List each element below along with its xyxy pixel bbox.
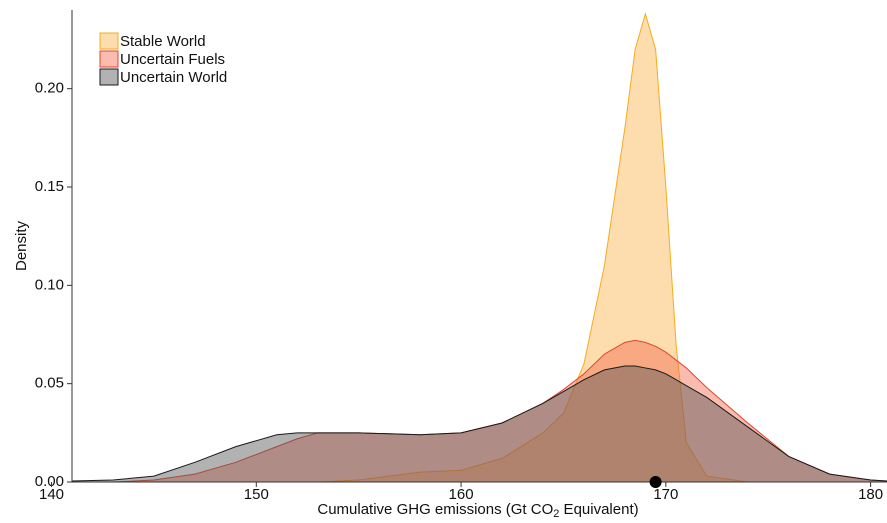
y-tick-label: 0.00 [35,473,64,490]
y-tick-label: 0.20 [35,80,64,97]
y-tick-label: 0.15 [35,178,64,195]
x-axis-label-sub: 2 [553,508,559,520]
x-tick-label: 150 [244,486,269,503]
legend-label: Uncertain Fuels [120,51,225,68]
legend-label: Uncertain World [120,69,227,86]
density-area [71,365,887,483]
x-axis-label-tail: Equivalent) [559,501,638,518]
legend-swatch [99,32,119,50]
y-tick-label: 0.10 [35,276,64,293]
x-tick-label: 180 [858,486,883,503]
observed-point [649,476,662,488]
x-axis-label: Cumulative GHG emissions (Gt CO2 Equival… [317,501,638,520]
legend-label: Stable World [120,33,206,50]
x-tick-label: 140 [39,486,64,503]
y-axis-label: Density [13,220,30,271]
y-tick-label: 0.05 [35,375,64,392]
x-tick-label: 170 [653,486,678,503]
x-axis-label-text: Cumulative GHG emissions (Gt CO [317,501,553,518]
legend-swatch [99,50,119,68]
x-tick-label: 160 [449,486,474,503]
legend-swatch [99,68,119,86]
